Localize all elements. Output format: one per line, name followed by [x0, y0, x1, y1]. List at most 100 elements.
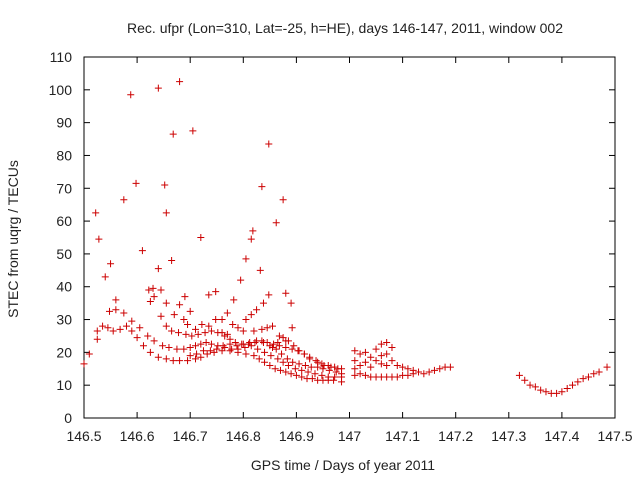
data-point — [361, 348, 369, 356]
x-tick-label: 146.6 — [120, 428, 155, 444]
data-point — [234, 324, 242, 332]
data-point — [290, 342, 298, 350]
data-point — [274, 355, 282, 363]
data-point — [197, 234, 205, 241]
x-tick-label: 147.3 — [491, 428, 526, 444]
data-point — [192, 342, 200, 350]
data-point — [192, 355, 200, 363]
data-point — [182, 330, 190, 338]
data-point — [425, 368, 433, 376]
data-point — [332, 368, 340, 376]
chart-title: Rec. ufpr (Lon=310, Lat=-25, h=HE), days… — [127, 20, 563, 36]
data-point — [276, 366, 284, 374]
data-point — [284, 361, 292, 369]
data-point — [120, 196, 128, 204]
data-point — [246, 339, 254, 347]
data-point — [531, 383, 539, 391]
data-point — [202, 339, 210, 347]
x-axis-label: GPS time / Days of year 2011 — [251, 457, 435, 473]
data-point — [239, 340, 247, 348]
data-point — [289, 358, 297, 366]
data-point — [420, 370, 428, 378]
y-tick-label: 10 — [56, 377, 72, 393]
data-point — [383, 350, 391, 358]
data-point — [241, 343, 249, 351]
data-point — [282, 289, 290, 297]
data-point — [298, 373, 306, 381]
data-point — [173, 345, 181, 353]
data-point — [93, 327, 101, 335]
y-tick-label: 100 — [49, 82, 73, 98]
data-point — [154, 353, 162, 361]
data-point — [146, 297, 154, 305]
data-point — [287, 370, 295, 378]
data-point — [436, 365, 444, 373]
x-tick-label: 147 — [338, 428, 362, 444]
data-point — [203, 350, 211, 358]
data-point — [146, 348, 154, 356]
data-point — [537, 386, 545, 394]
data-point — [259, 339, 267, 347]
data-point — [258, 183, 266, 191]
data-point — [283, 355, 291, 363]
data-point — [270, 340, 278, 348]
data-point — [176, 78, 184, 86]
data-point — [239, 327, 247, 335]
data-point — [278, 350, 286, 358]
data-point — [145, 286, 153, 294]
data-point — [256, 266, 264, 274]
data-point — [569, 381, 577, 389]
data-point — [430, 366, 438, 374]
data-point — [521, 376, 529, 384]
data-point — [399, 363, 407, 371]
data-point — [267, 352, 275, 360]
data-point — [356, 350, 364, 358]
data-points — [80, 78, 611, 397]
data-point — [287, 299, 295, 307]
data-point — [272, 219, 280, 227]
data-point — [138, 247, 146, 255]
data-point — [176, 301, 184, 309]
data-point — [162, 299, 170, 307]
y-tick-label: 90 — [56, 115, 72, 131]
data-point — [101, 273, 109, 281]
data-point — [157, 286, 165, 294]
data-point — [367, 363, 375, 371]
data-point — [446, 363, 454, 371]
data-point — [107, 260, 115, 268]
data-point — [231, 339, 239, 347]
data-point — [351, 365, 359, 373]
data-point — [383, 339, 391, 347]
data-point — [295, 347, 303, 355]
data-point — [404, 371, 412, 379]
data-point — [112, 306, 120, 314]
data-point — [184, 357, 192, 365]
data-point — [314, 358, 322, 366]
y-tick-label: 70 — [56, 180, 72, 196]
data-point — [595, 368, 603, 376]
data-point — [169, 357, 177, 365]
data-point — [234, 345, 242, 353]
data-point — [393, 373, 401, 381]
x-tick-label: 146.8 — [226, 428, 261, 444]
data-point — [265, 291, 273, 299]
data-point — [563, 384, 571, 392]
data-point — [300, 350, 308, 358]
data-point — [186, 343, 194, 351]
data-point — [207, 327, 215, 335]
plot-border — [83, 56, 616, 419]
data-point — [288, 324, 296, 332]
x-tick-label: 147.1 — [385, 428, 420, 444]
data-point — [218, 329, 226, 337]
data-point — [170, 311, 178, 319]
data-point — [318, 371, 326, 379]
data-point — [181, 293, 189, 301]
data-point — [212, 316, 220, 324]
data-point — [218, 316, 226, 324]
data-point — [112, 296, 120, 304]
data-point — [162, 209, 170, 217]
data-point — [253, 337, 261, 345]
data-point — [192, 325, 200, 333]
data-point — [247, 235, 255, 243]
data-point — [132, 179, 140, 187]
